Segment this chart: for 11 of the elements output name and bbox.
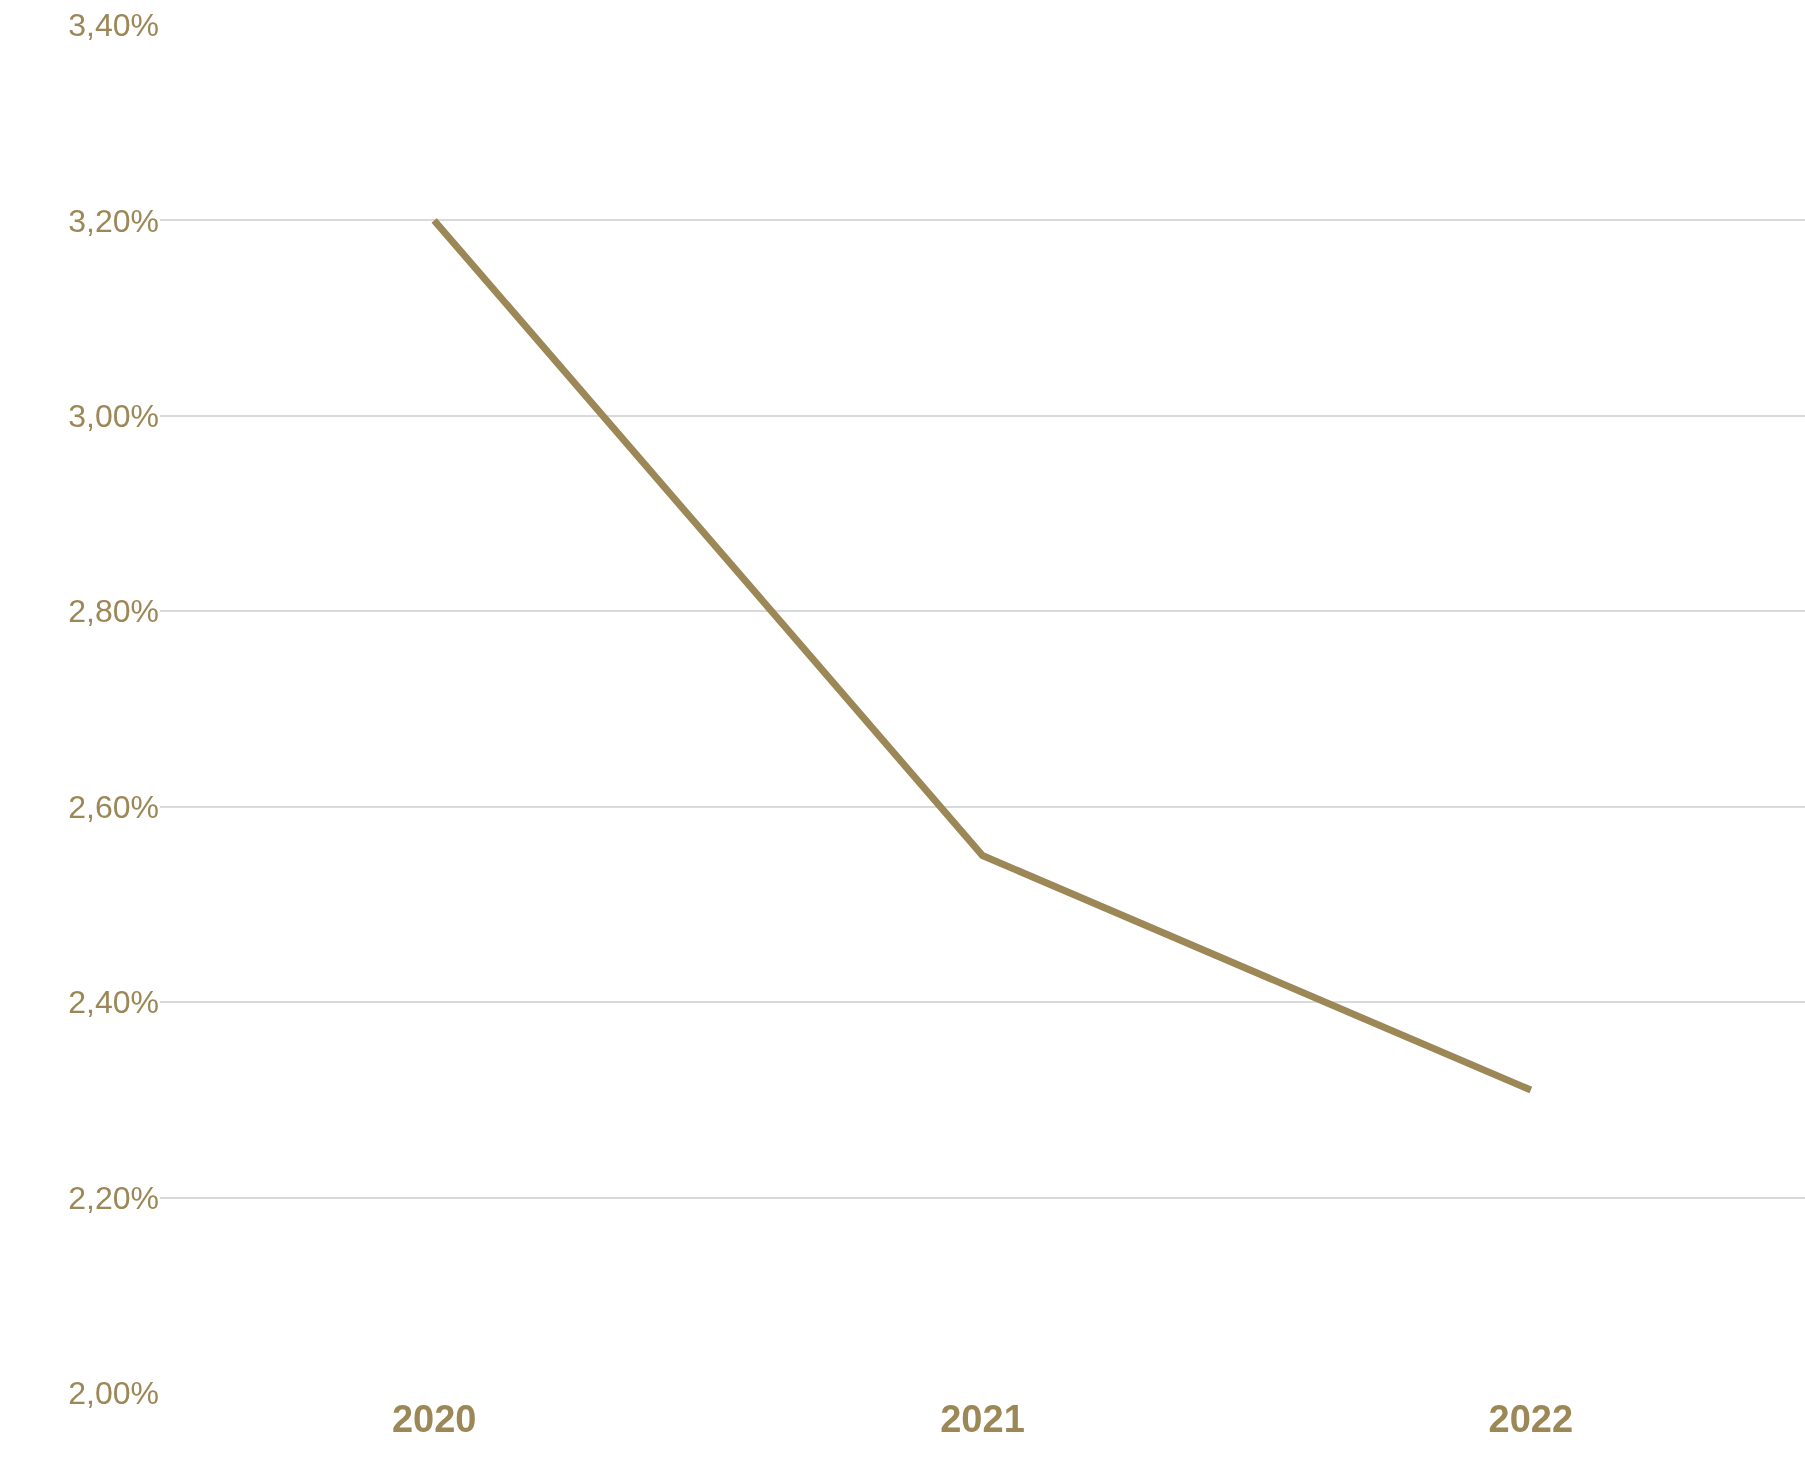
y-tick-label: 3,40% (68, 7, 159, 44)
y-tick-label: 2,00% (68, 1375, 159, 1412)
y-tick-label: 3,00% (68, 398, 159, 435)
x-tick-label: 2020 (391, 1398, 477, 1440)
y-tick-label: 2,40% (68, 984, 159, 1021)
y-tick-label: 2,20% (68, 1179, 159, 1216)
y-tick-label: 3,20% (68, 202, 159, 239)
x-tick-label: 2022 (1488, 1398, 1574, 1440)
x-tick-label: 2021 (940, 1398, 1025, 1440)
y-tick-label: 2,60% (68, 788, 159, 825)
y-tick-label: 2,80% (68, 593, 159, 630)
